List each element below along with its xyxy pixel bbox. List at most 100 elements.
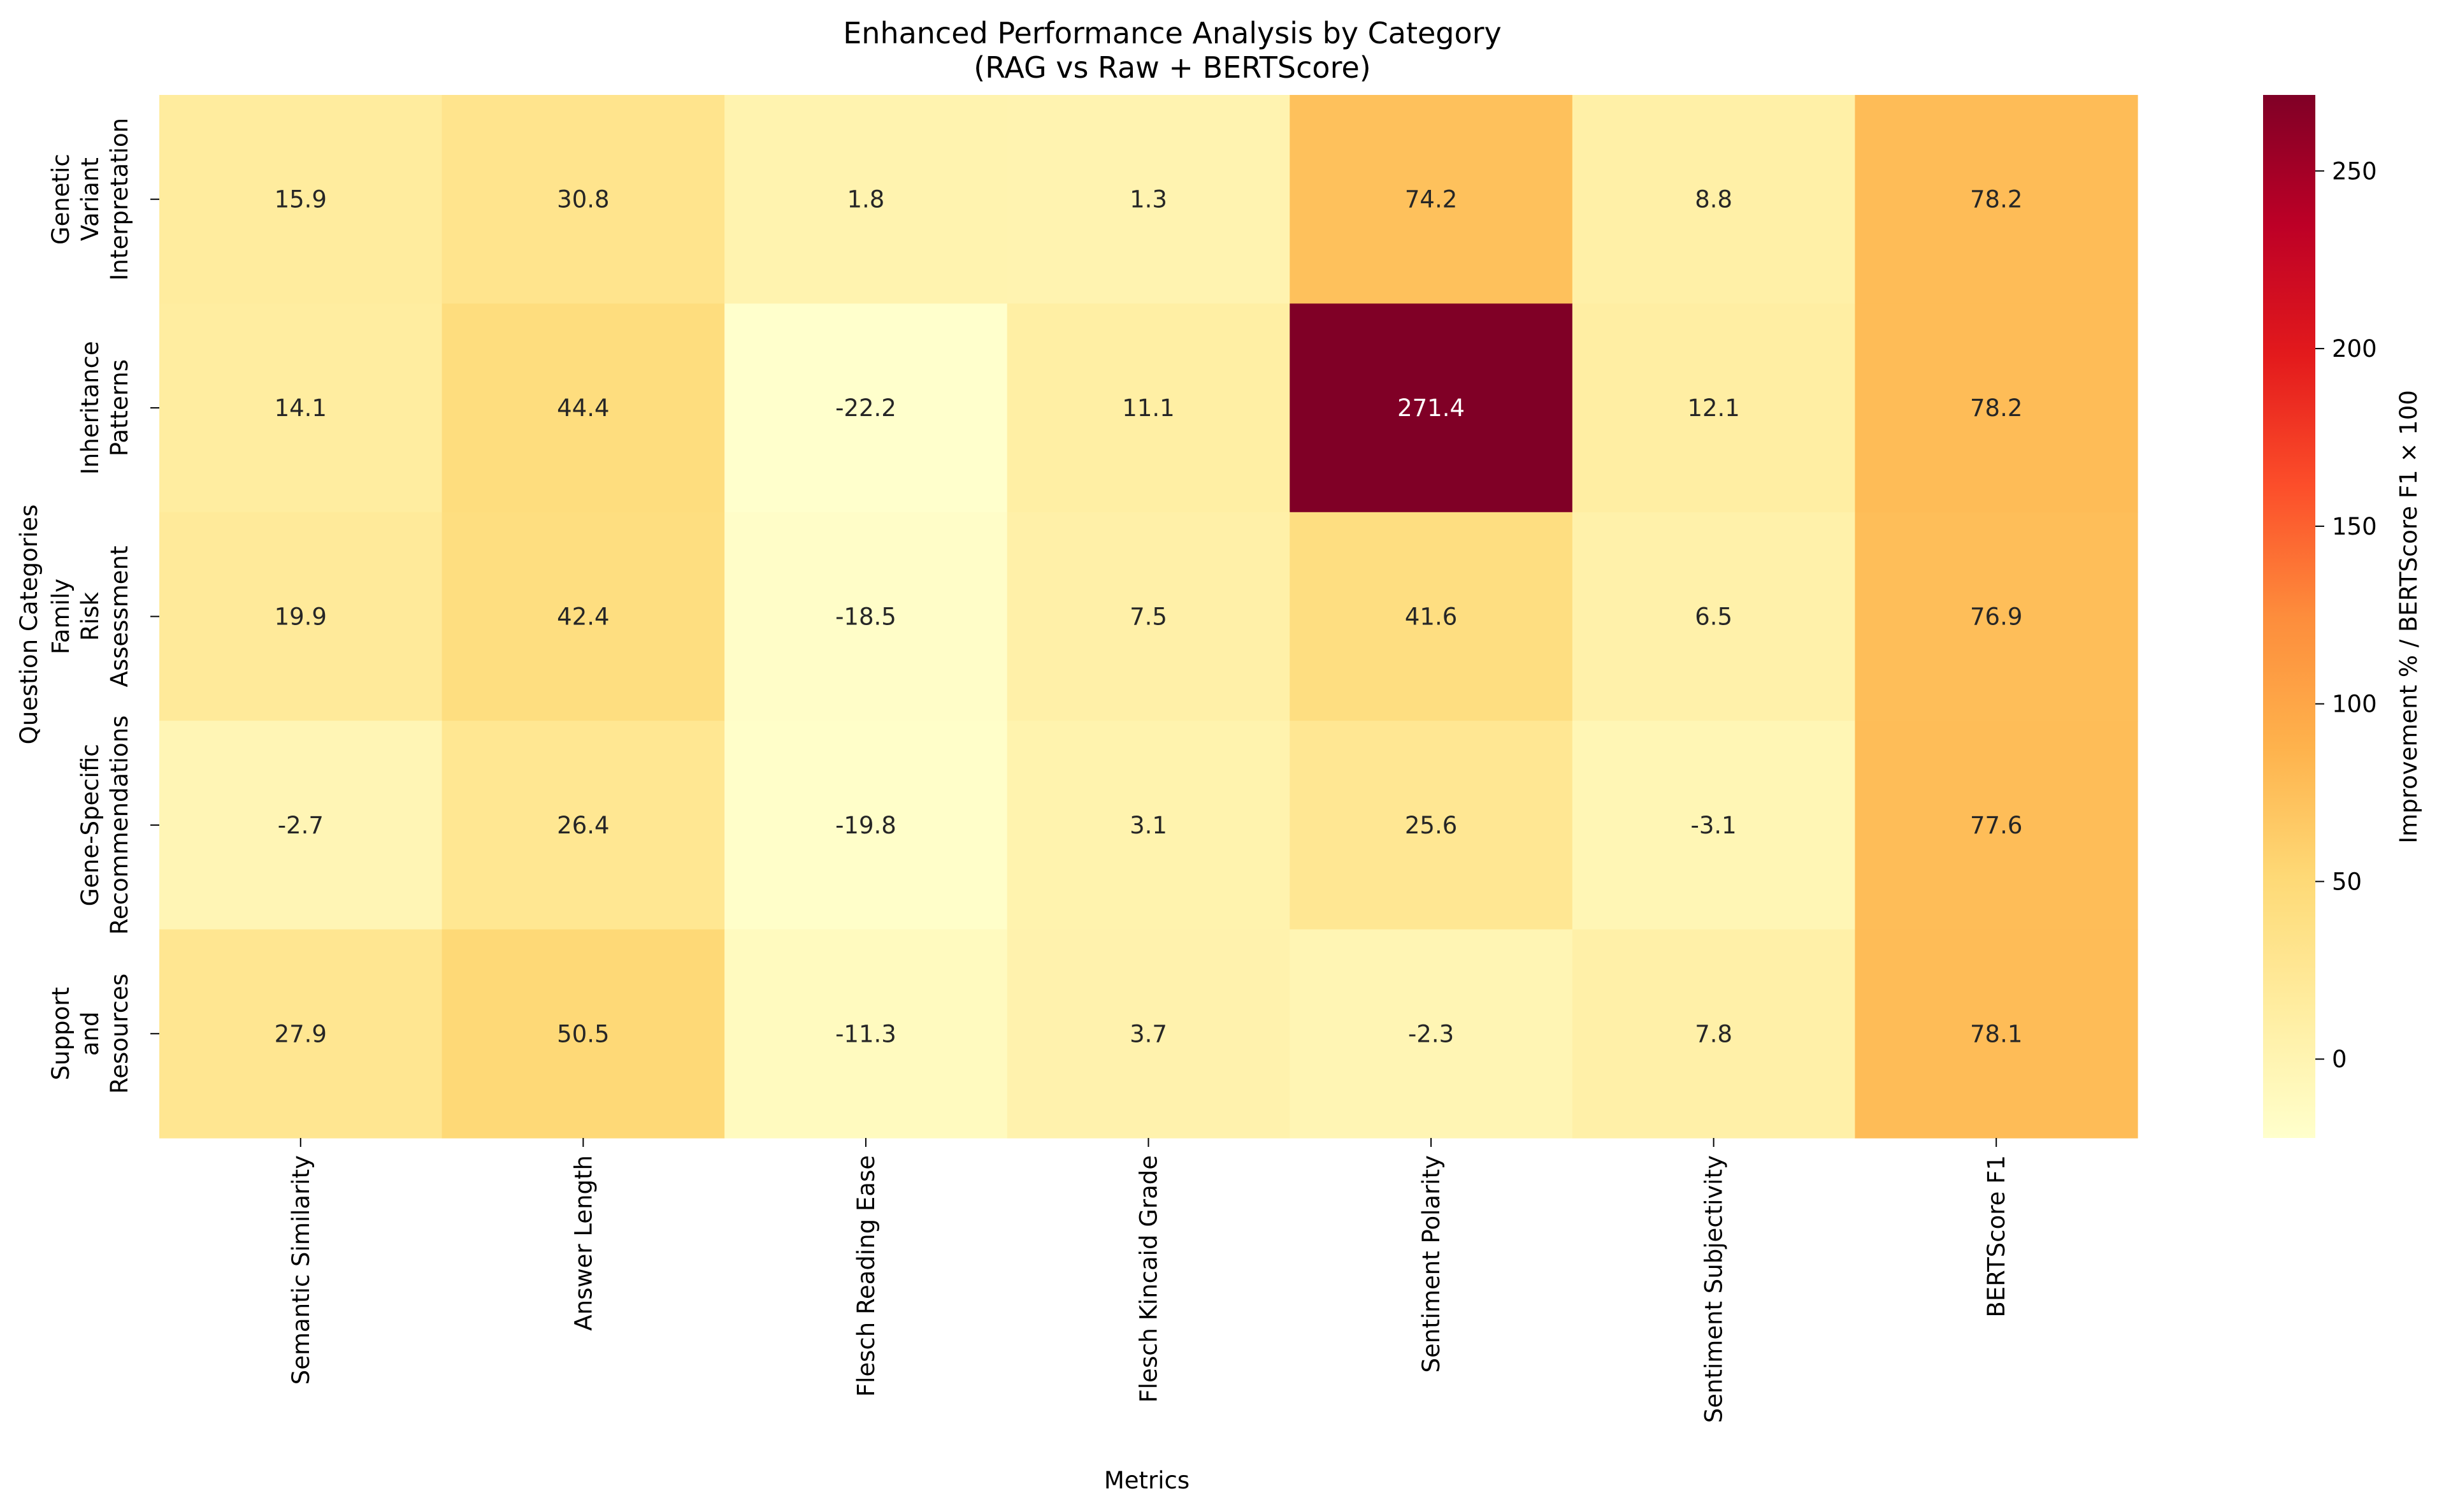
heatmap-cell <box>159 721 443 930</box>
heatmap-cell <box>442 929 725 1139</box>
cell-value-label: 14.1 <box>275 394 327 422</box>
heatmap-cell <box>724 303 1008 513</box>
cell-value-label: 74.2 <box>1405 186 1457 213</box>
heatmap-cell <box>1007 721 1290 930</box>
colorbar: 0 50 100 150 200 250 Improvement % / BERTScor… <box>2263 95 2422 1138</box>
heatmap-cell <box>1007 929 1290 1139</box>
cell-value-label: 3.7 <box>1130 1020 1167 1048</box>
cell-value-label: -2.3 <box>1408 1020 1454 1048</box>
heatmap-cell <box>1855 303 2138 513</box>
heatmap-cell <box>442 512 725 721</box>
cell-value-label: 78.2 <box>1970 394 2022 422</box>
colorbar-tick-label: 150 <box>2332 513 2377 540</box>
heatmap-cell <box>442 721 725 930</box>
cell-value-label: 6.5 <box>1695 603 1732 631</box>
x-tick-label: Sentiment Polarity <box>1418 1155 1445 1373</box>
heatmap-cell <box>1290 303 1573 513</box>
heatmap-cell <box>1572 929 1856 1139</box>
cell-value-label: 44.4 <box>557 394 609 422</box>
heatmap-cell <box>159 929 443 1139</box>
cell-value-label: 11.1 <box>1122 394 1174 422</box>
cell-value-label: -19.8 <box>835 812 896 839</box>
cell-value-label: 7.5 <box>1130 603 1167 631</box>
heatmap-cell <box>159 303 443 513</box>
heatmap-cell <box>1572 95 1856 304</box>
heatmap-cell <box>159 512 443 721</box>
y-tick-label: InheritancePatterns <box>76 341 133 475</box>
x-tick-label: Answer Length <box>570 1155 597 1331</box>
heatmap-cell <box>1855 95 2138 304</box>
y-tick-label: Gene-SpecificRecommendations <box>76 716 133 935</box>
y-tick-label: GeneticVariantInterpretation <box>47 118 133 281</box>
heatmap-cell <box>1290 95 1573 304</box>
cell-value-label: -22.2 <box>835 394 896 422</box>
heatmap-cell <box>1007 303 1290 513</box>
heatmap-cell <box>1290 929 1573 1139</box>
heatmap-cell <box>724 95 1008 304</box>
cell-value-label: 3.1 <box>1130 812 1167 839</box>
cell-value-label: 78.1 <box>1970 1020 2022 1048</box>
cell-value-label: -3.1 <box>1691 812 1737 839</box>
cell-value-label: 271.4 <box>1397 394 1465 422</box>
cell-value-label: -18.5 <box>835 603 896 631</box>
colorbar-tick-label: 100 <box>2332 691 2377 718</box>
cell-value-label: 30.8 <box>557 186 609 213</box>
x-tick-label: Flesch Kincaid Grade <box>1135 1155 1163 1403</box>
cell-value-label: 76.9 <box>1970 603 2022 631</box>
cell-value-label: 15.9 <box>275 186 327 213</box>
heatmap-cell <box>442 95 725 304</box>
heatmap-cell <box>724 721 1008 930</box>
heatmap-cell-labels: 15.9 30.8 1.8 1.3 74.2 8.8 78.2 14.1 44.4 -22.2 11… <box>275 186 2023 1048</box>
colorbar-ticks: 0 50 100 150 200 250 <box>2315 157 2377 1073</box>
heatmap-cell <box>1855 512 2138 721</box>
cell-value-label: 78.2 <box>1970 186 2022 213</box>
x-tick-label: Sentiment Subjectivity <box>1700 1155 1728 1423</box>
colorbar-tick-label: 0 <box>2332 1046 2347 1073</box>
cell-value-label: 1.3 <box>1130 186 1167 213</box>
colorbar-tick-label: 250 <box>2332 157 2377 185</box>
cell-value-label: 42.4 <box>557 603 609 631</box>
heatmap-cell <box>1290 721 1573 930</box>
colorbar-gradient <box>2263 95 2315 1138</box>
heatmap-cells <box>159 95 2138 1139</box>
cell-value-label: 26.4 <box>557 812 609 839</box>
cell-value-label: 19.9 <box>275 603 327 631</box>
cell-value-label: -11.3 <box>835 1020 896 1048</box>
heatmap-cell <box>1855 721 2138 930</box>
x-axis-label: Metrics <box>1104 1467 1190 1494</box>
y-axis-ticks: GeneticVariantInterpretation InheritanceP… <box>47 118 159 1094</box>
colorbar-label: Improvement % / BERTScore F1 × 100 <box>2395 390 2422 844</box>
y-tick-label: FamilyRiskAssessment <box>47 546 133 688</box>
heatmap-cell <box>1290 512 1573 721</box>
colorbar-tick-label: 50 <box>2332 868 2362 895</box>
cell-value-label: 25.6 <box>1405 812 1457 839</box>
heatmap-cell <box>159 95 443 304</box>
cell-value-label: 41.6 <box>1405 603 1457 631</box>
x-tick-label: Flesch Reading Ease <box>852 1155 880 1397</box>
cell-value-label: 12.1 <box>1687 394 1739 422</box>
colorbar-tick-label: 200 <box>2332 335 2377 363</box>
heatmap-cell <box>724 512 1008 721</box>
y-tick-label: SupportandResources <box>47 974 133 1094</box>
heatmap-cell <box>1007 95 1290 304</box>
cell-value-label: 50.5 <box>557 1020 609 1048</box>
cell-value-label: 77.6 <box>1970 812 2022 839</box>
chart-subtitle: (RAG vs Raw + BERTScore) <box>974 50 1370 85</box>
heatmap-cell <box>724 929 1008 1139</box>
cell-value-label: 1.8 <box>847 186 885 213</box>
cell-value-label: 8.8 <box>1695 186 1732 213</box>
cell-value-label: -2.7 <box>278 812 324 839</box>
heatmap-cell <box>1855 929 2138 1139</box>
heatmap-cell <box>1572 721 1856 930</box>
cell-value-label: 7.8 <box>1695 1020 1732 1048</box>
x-tick-label: BERTScore F1 <box>1983 1155 2010 1318</box>
heatmap-cell <box>1572 303 1856 513</box>
chart-title: Enhanced Performance Analysis by Categor… <box>843 16 1502 50</box>
heatmap-cell <box>1007 512 1290 721</box>
x-tick-label: Semantic Similarity <box>287 1155 315 1385</box>
heatmap-cell <box>1572 512 1856 721</box>
cell-value-label: 27.9 <box>275 1020 327 1048</box>
y-axis-label: Question Categories <box>15 505 43 745</box>
x-axis-ticks: Semantic Similarity Answer Length Flesch R… <box>287 1138 2010 1423</box>
